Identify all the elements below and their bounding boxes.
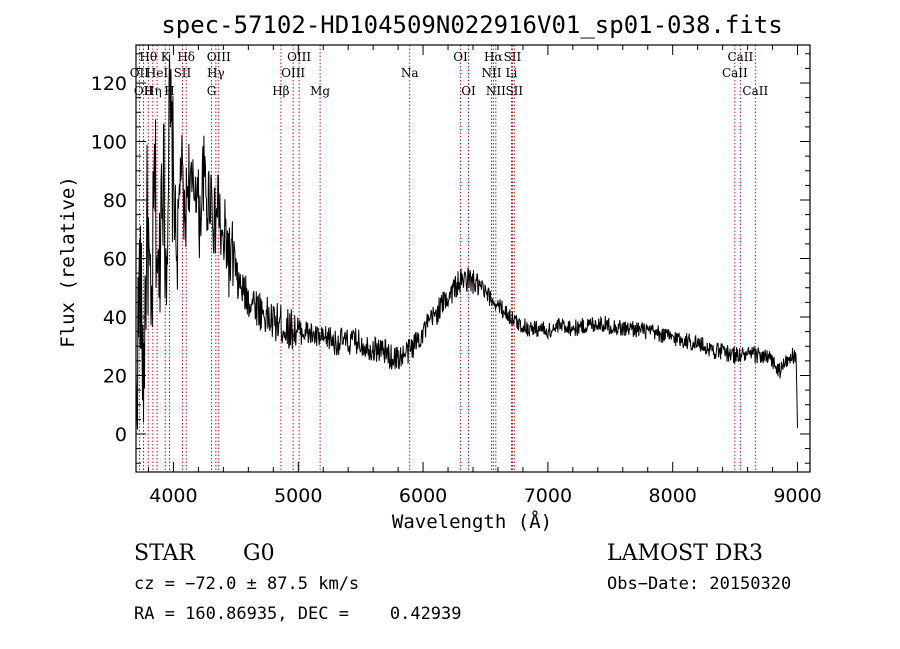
x-axis-label: Wavelength (Å) [392,510,552,533]
chart-title: spec-57102-HD104509N022916V01_sp01-038.f… [161,11,782,39]
line-marker-label: CaII [742,84,768,98]
y-tick-label: 40 [103,307,127,329]
y-tick-label: 80 [103,190,127,212]
line-marker-label: OIII [287,50,311,64]
line-marker-label: SII [505,84,523,98]
line-marker-label: CaII [722,66,748,80]
plot-frame [135,44,811,473]
ra-dec: RA = 160.86935, DEC = 0.42939 [134,604,462,624]
x-tick-label: 6000 [399,485,447,507]
obs-date: Obs−Date: 20150320 [607,574,792,594]
line-marker-label: SII [504,50,522,64]
line-marker-label: Na [401,66,419,80]
line-marker-label: Hθ [139,50,157,64]
object-subclass: G0 [243,541,275,566]
line-marker-label: HeI [146,66,169,80]
line-marker-label: OIII [281,66,305,80]
x-tick-label: 8000 [649,485,697,507]
y-tick-label: 60 [103,249,127,271]
y-axis-ticks: 0 20 40 60 80 100 120 [91,53,810,464]
line-marker-label: OII [130,66,150,80]
line-marker-label: K [161,50,171,64]
x-tick-label: 5000 [274,485,322,507]
y-tick-label: 0 [115,424,127,446]
spectrum-chart: spec-57102-HD104509N022916V01_sp01-038.f… [57,11,822,533]
line-marker-label: G [207,84,217,98]
line-marker-label: NII [481,66,501,80]
line-markers [138,45,756,472]
survey-name: LAMOST DR3 [607,541,763,566]
object-class: STAR [134,541,195,566]
x-axis-ticks: 4000 5000 6000 7000 8000 9000 [147,45,822,507]
y-axis-label: Flux (relative) [57,176,79,348]
spectrum-line [135,54,798,430]
x-tick-label: 9000 [773,485,821,507]
line-marker-label: Mg [310,84,330,98]
line-marker-label: OI [461,84,476,98]
line-marker-label: Hγ [207,66,225,80]
line-marker-label: OII [134,84,154,98]
x-tick-label: 7000 [524,485,572,507]
x-tick-label: 4000 [149,485,197,507]
y-tick-label: 120 [91,73,127,95]
line-marker-label: OIII [207,50,231,64]
line-marker-label: Li [506,66,518,80]
y-tick-label: 100 [91,132,127,154]
spectrum-series [135,54,798,430]
line-marker-label: SII [174,66,192,80]
line-marker-label: Hη [144,84,162,98]
line-marker-labels: OIIOIIHθHηHeIKHSIIHδGHγOIIIHβOIIIOIIIMgN… [130,50,769,98]
redshift-cz: cz = −72.0 ± 87.5 km/s [134,574,360,594]
line-marker-label: Hα [484,50,503,64]
line-marker-label: OI [453,50,468,64]
y-tick-label: 20 [103,365,127,387]
line-marker-label: Hδ [177,50,195,64]
line-marker-label: Hβ [272,84,289,98]
line-marker-label: CaII [727,50,753,64]
line-marker-label: NII [486,84,506,98]
